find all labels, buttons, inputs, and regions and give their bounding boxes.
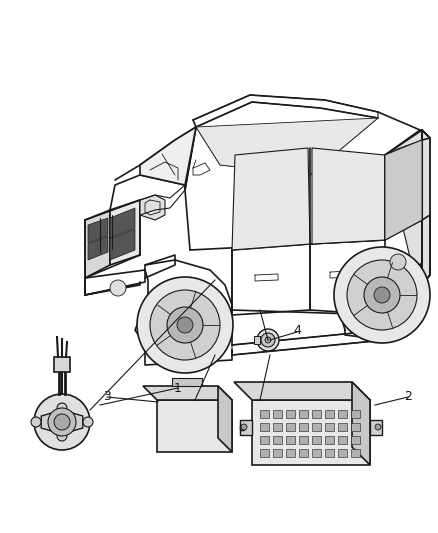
Circle shape <box>364 277 400 313</box>
Polygon shape <box>370 420 382 435</box>
FancyBboxPatch shape <box>254 336 260 344</box>
Polygon shape <box>140 127 196 185</box>
Circle shape <box>261 333 275 347</box>
Polygon shape <box>157 400 232 452</box>
Polygon shape <box>41 410 83 434</box>
Polygon shape <box>110 229 135 260</box>
Text: 1: 1 <box>174 382 182 394</box>
FancyBboxPatch shape <box>312 423 321 431</box>
Polygon shape <box>312 148 385 244</box>
FancyBboxPatch shape <box>273 410 282 418</box>
Circle shape <box>54 414 70 430</box>
Circle shape <box>48 408 76 436</box>
Circle shape <box>167 307 203 343</box>
FancyBboxPatch shape <box>260 449 269 457</box>
FancyBboxPatch shape <box>273 423 282 431</box>
Text: 3: 3 <box>103 391 111 403</box>
FancyBboxPatch shape <box>286 436 295 444</box>
Circle shape <box>375 424 381 430</box>
Circle shape <box>57 403 67 413</box>
FancyBboxPatch shape <box>325 410 334 418</box>
Circle shape <box>57 431 67 441</box>
FancyBboxPatch shape <box>260 436 269 444</box>
Polygon shape <box>172 378 202 386</box>
Polygon shape <box>110 208 135 238</box>
Circle shape <box>265 337 271 343</box>
Polygon shape <box>218 386 232 452</box>
Polygon shape <box>143 386 232 400</box>
FancyBboxPatch shape <box>351 410 360 418</box>
Circle shape <box>83 417 93 427</box>
FancyBboxPatch shape <box>273 449 282 457</box>
FancyBboxPatch shape <box>312 410 321 418</box>
Polygon shape <box>196 118 378 175</box>
Polygon shape <box>234 382 370 400</box>
Text: 4: 4 <box>293 324 301 336</box>
Circle shape <box>390 254 406 270</box>
Circle shape <box>34 394 90 450</box>
Circle shape <box>347 260 417 330</box>
Circle shape <box>137 277 233 373</box>
Circle shape <box>374 287 390 303</box>
FancyBboxPatch shape <box>299 423 308 431</box>
Polygon shape <box>88 218 108 243</box>
FancyBboxPatch shape <box>299 410 308 418</box>
Circle shape <box>150 290 220 360</box>
FancyBboxPatch shape <box>351 423 360 431</box>
FancyBboxPatch shape <box>325 449 334 457</box>
FancyBboxPatch shape <box>286 410 295 418</box>
FancyBboxPatch shape <box>312 436 321 444</box>
Circle shape <box>31 417 41 427</box>
FancyBboxPatch shape <box>260 423 269 431</box>
FancyBboxPatch shape <box>299 449 308 457</box>
Polygon shape <box>232 148 310 250</box>
FancyBboxPatch shape <box>338 449 347 457</box>
Text: 2: 2 <box>404 391 412 403</box>
Polygon shape <box>110 200 140 265</box>
Circle shape <box>334 247 430 343</box>
Polygon shape <box>385 140 422 240</box>
Circle shape <box>257 329 279 351</box>
Polygon shape <box>252 400 370 465</box>
Circle shape <box>241 424 247 430</box>
Circle shape <box>177 317 193 333</box>
FancyBboxPatch shape <box>260 410 269 418</box>
FancyBboxPatch shape <box>325 423 334 431</box>
FancyBboxPatch shape <box>338 423 347 431</box>
FancyBboxPatch shape <box>338 436 347 444</box>
Polygon shape <box>85 210 110 278</box>
FancyBboxPatch shape <box>273 436 282 444</box>
Polygon shape <box>240 420 252 435</box>
Polygon shape <box>140 195 165 220</box>
FancyBboxPatch shape <box>54 357 70 372</box>
FancyBboxPatch shape <box>351 449 360 457</box>
FancyBboxPatch shape <box>351 436 360 444</box>
FancyBboxPatch shape <box>312 449 321 457</box>
Polygon shape <box>385 130 430 302</box>
FancyBboxPatch shape <box>299 436 308 444</box>
Polygon shape <box>352 382 370 465</box>
Circle shape <box>110 280 126 296</box>
FancyBboxPatch shape <box>286 449 295 457</box>
FancyBboxPatch shape <box>338 410 347 418</box>
Polygon shape <box>88 236 108 260</box>
FancyBboxPatch shape <box>325 436 334 444</box>
FancyBboxPatch shape <box>286 423 295 431</box>
